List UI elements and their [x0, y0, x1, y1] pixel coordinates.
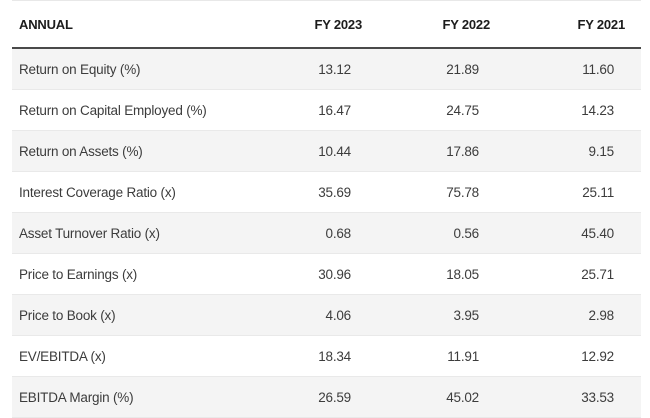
row-value: 17.86: [378, 130, 506, 172]
row-label: Price to Earnings (x): [12, 253, 237, 295]
row-value: 10.44: [237, 130, 378, 172]
row-label: Return on Capital Employed (%): [12, 89, 237, 131]
table-row: EBITDA Margin (%) 26.59 45.02 33.53: [12, 376, 641, 418]
table-row: EV/EBITDA (x) 18.34 11.91 12.92: [12, 335, 641, 377]
row-label: Price to Book (x): [12, 294, 237, 336]
row-value: 24.75: [378, 89, 506, 131]
row-label: Asset Turnover Ratio (x): [12, 212, 237, 254]
row-value: 16.47: [237, 89, 378, 131]
row-value: 35.69: [237, 171, 378, 213]
row-value: 33.53: [506, 376, 641, 418]
row-label: EV/EBITDA (x): [12, 335, 237, 377]
row-value: 9.15: [506, 130, 641, 172]
row-value: 13.12: [237, 48, 378, 90]
row-value: 25.71: [506, 253, 641, 295]
header-annual: ANNUAL: [12, 0, 237, 49]
row-value: 11.60: [506, 48, 641, 90]
header-year-fy-2023: FY 2023: [237, 0, 378, 49]
row-value: 2.98: [506, 294, 641, 336]
table-header: ANNUAL FY 2023 FY 2022 FY 2021: [12, 0, 641, 49]
row-value: 26.59: [237, 376, 378, 418]
row-value: 14.23: [506, 89, 641, 131]
row-value: 75.78: [378, 171, 506, 213]
row-value: 0.68: [237, 212, 378, 254]
row-label: Interest Coverage Ratio (x): [12, 171, 237, 213]
table-body: Return on Equity (%) 13.12 21.89 11.60 Retur…: [12, 48, 641, 418]
table-row: Return on Capital Employed (%) 16.47 24.75…: [12, 89, 641, 131]
row-value: 3.95: [378, 294, 506, 336]
row-value: 45.40: [506, 212, 641, 254]
row-value: 4.06: [237, 294, 378, 336]
row-value: 30.96: [237, 253, 378, 295]
row-label: Return on Assets (%): [12, 130, 237, 172]
row-value: 45.02: [378, 376, 506, 418]
row-value: 12.92: [506, 335, 641, 377]
table-row: Interest Coverage Ratio (x) 35.69 75.78 25.…: [12, 171, 641, 213]
row-value: 11.91: [378, 335, 506, 377]
annual-ratios-table: ANNUAL FY 2023 FY 2022 FY 2021 Return on E…: [12, 0, 641, 418]
table-row: Price to Earnings (x) 30.96 18.05 25.71: [12, 253, 641, 295]
row-value: 18.05: [378, 253, 506, 295]
header-year-fy-2022: FY 2022: [378, 0, 506, 49]
row-value: 18.34: [237, 335, 378, 377]
header-row: ANNUAL FY 2023 FY 2022 FY 2021: [12, 0, 641, 49]
row-value: 21.89: [378, 48, 506, 90]
table-row: Price to Book (x) 4.06 3.95 2.98: [12, 294, 641, 336]
row-value: 0.56: [378, 212, 506, 254]
row-value: 25.11: [506, 171, 641, 213]
row-label: Return on Equity (%): [12, 48, 237, 90]
table-row: Asset Turnover Ratio (x) 0.68 0.56 45.40: [12, 212, 641, 254]
header-year-fy-2021: FY 2021: [506, 0, 641, 49]
row-label: EBITDA Margin (%): [12, 376, 237, 418]
table-row: Return on Assets (%) 10.44 17.86 9.15: [12, 130, 641, 172]
table-row: Return on Equity (%) 13.12 21.89 11.60: [12, 48, 641, 90]
